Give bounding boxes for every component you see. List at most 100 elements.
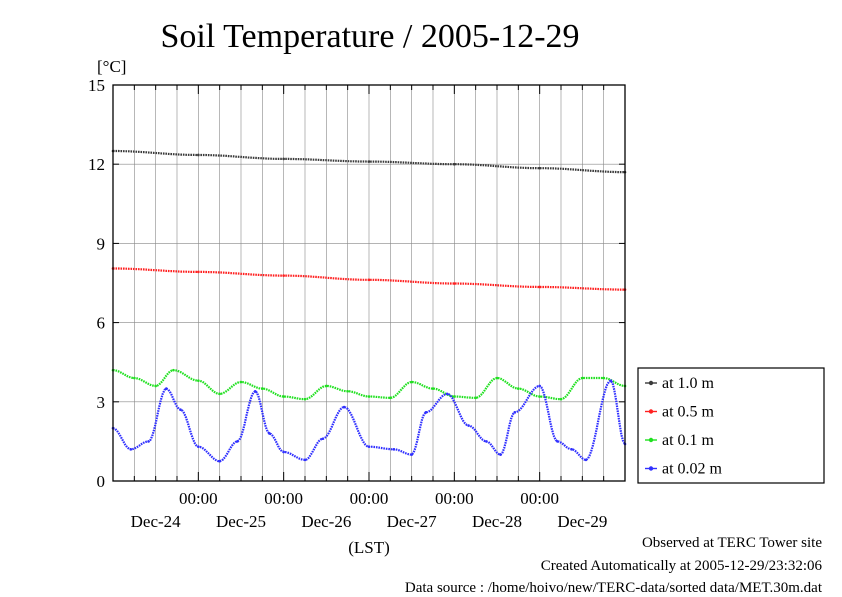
data-point (154, 384, 157, 388)
x-tick-labels: 00:00 00:00 00:00 00:00 00:00 Dec-24 Dec-25 Dec… (131, 489, 608, 531)
legend: at 1.0 m at 0.5 m at 0.1 m at 0.02 m (637, 367, 825, 484)
x-time-label: 00:00 (179, 489, 218, 508)
data-point (559, 397, 563, 401)
data-point (538, 395, 541, 398)
data-point (517, 387, 520, 390)
data-point (282, 157, 285, 161)
legend-box (637, 367, 825, 484)
data-point (239, 380, 243, 384)
legend-label: at 0.5 m (662, 404, 715, 421)
data-point (236, 440, 239, 443)
data-point (609, 379, 613, 382)
data-point (367, 278, 371, 282)
y-axis-label: [°C] (97, 57, 126, 76)
data-point (367, 160, 371, 163)
data-point (303, 397, 307, 401)
x-date-label: Dec-26 (301, 512, 351, 531)
y-tick-label: 9 (97, 234, 106, 253)
grid-lines (113, 84, 625, 482)
data-point (325, 384, 328, 388)
data-point (556, 440, 559, 443)
data-point (268, 432, 271, 435)
data-point (538, 384, 541, 388)
legend-label: at 0.1 m (662, 432, 715, 449)
x-date-label: Dec-28 (472, 512, 522, 531)
data-point (467, 424, 470, 427)
data-point (538, 285, 541, 289)
y-tick-label: 15 (88, 76, 105, 95)
data-point (495, 376, 499, 380)
data-point (197, 445, 200, 448)
legend-marker (648, 380, 654, 386)
data-point (282, 274, 285, 277)
chart-title: Soil Temperature / 2005-12-29 (160, 18, 579, 55)
tick-layer (112, 84, 626, 482)
legend-marker (648, 437, 654, 443)
x-time-label: 00:00 (264, 489, 303, 508)
data-point (602, 376, 605, 380)
data-point (367, 445, 371, 448)
data-point (197, 270, 200, 274)
data-point (129, 448, 133, 451)
x-date-label: Dec-25 (216, 512, 266, 531)
y-tick-label: 6 (97, 314, 106, 333)
data-point (570, 448, 573, 451)
data-point (179, 408, 182, 412)
data-point (453, 395, 456, 398)
data-point (410, 380, 413, 384)
data-point (197, 153, 200, 157)
data-point (453, 282, 456, 285)
data-point (346, 389, 349, 393)
data-point (424, 411, 428, 414)
y-tick-label: 3 (97, 393, 106, 412)
x-time-label: 00:00 (520, 489, 559, 508)
data-point (303, 458, 307, 462)
y-tick-label: 0 (97, 472, 106, 491)
data-point (389, 396, 392, 400)
series-layer (111, 149, 627, 463)
x-date-label: Dec-27 (387, 512, 438, 531)
footer-data-source: Data source : /home/hoivo/new/TERC-data/… (404, 580, 822, 596)
data-point (392, 448, 396, 451)
data-point (485, 440, 488, 443)
data-point (538, 166, 541, 170)
data-point (584, 458, 588, 462)
data-point (218, 392, 221, 396)
data-point (453, 162, 456, 166)
legend-label: at 1.0 m (662, 375, 715, 392)
data-point (321, 437, 325, 441)
y-tick-labels: 0 3 6 9 12 15 (88, 76, 105, 491)
x-date-label: Dec-29 (557, 512, 607, 531)
data-point (431, 387, 435, 390)
data-point (410, 453, 413, 456)
data-point (218, 459, 221, 463)
data-point (513, 411, 517, 414)
data-point (172, 368, 175, 372)
data-point (282, 395, 285, 398)
footer-created: Created Automatically at 2005-12-29/23:3… (540, 558, 822, 574)
legend-marker (648, 466, 654, 471)
data-point (165, 387, 168, 390)
x-time-label: 00:00 (350, 489, 389, 508)
data-point (445, 392, 449, 396)
legend-entries: at 1.0 m at 0.5 m at 0.1 m at 0.02 m (645, 375, 723, 478)
x-time-label: 00:00 (435, 489, 474, 508)
data-point (581, 376, 584, 380)
data-point (133, 376, 136, 380)
data-point (197, 379, 200, 382)
data-point (367, 395, 371, 398)
footer-observed: Observed at TERC Tower site (641, 535, 822, 551)
data-point (147, 440, 150, 443)
data-point (474, 396, 477, 400)
legend-marker (648, 409, 654, 414)
data-point (261, 387, 264, 390)
data-point (499, 453, 502, 456)
legend-label: at 0.02 m (662, 461, 723, 478)
x-axis-label: (LST) (348, 538, 390, 557)
data-point (253, 389, 257, 393)
x-date-label: Dec-24 (131, 512, 182, 531)
data-point (282, 450, 285, 454)
y-tick-label: 12 (88, 155, 105, 174)
data-point (342, 405, 346, 409)
